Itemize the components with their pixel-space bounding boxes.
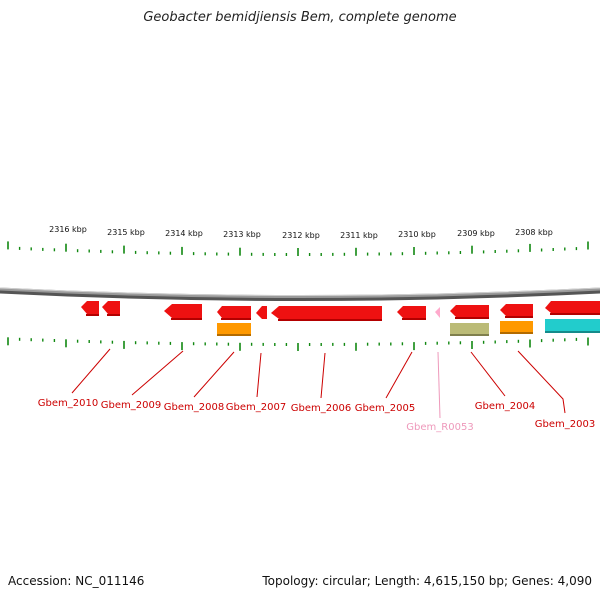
gene-label-gbem-2007[interactable]: Gbem_2007 [226,402,286,413]
leader-gbem-r0053 [437,351,441,419]
leader-gbem-2007 [256,352,262,398]
gene-gbem-2008-arrow[interactable] [217,306,251,320]
tick-label-2309: 2309 kbp [457,229,495,238]
ruler-tick-labels: 2316 kbp 2315 kbp 2314 kbp 2313 kbp 2312… [49,225,553,240]
lower-ruler-ticks [7,337,589,351]
gene-label-gbem-2009[interactable]: Gbem_2009 [101,400,161,411]
tick-label-2315: 2315 kbp [107,228,145,237]
gene-offscreen-right-arrow[interactable] [545,301,600,315]
accession-text: Accession: NC_011146 [8,574,145,588]
tick-label-2316: 2316 kbp [49,225,87,234]
tick-label-2313: 2313 kbp [223,230,261,239]
tick-label-2314: 2314 kbp [165,229,203,238]
gene-gbem-2009-arrow[interactable] [164,304,202,320]
gene-features [81,301,600,336]
gene-gbem-2003-arrow[interactable] [500,304,533,318]
upper-ruler: 2316 kbp 2315 kbp 2314 kbp 2313 kbp 2312… [7,225,600,256]
upper-ruler-baseline [8,247,600,255]
leader-gbem-2009 [131,350,184,396]
leader-gbem-2005 [385,351,413,399]
leader-gbem-2006 [320,352,326,399]
gene-gbem-2004-olive-feature[interactable] [450,323,489,336]
tick-label-2310: 2310 kbp [398,230,436,239]
gene-labels: Gbem_2010 Gbem_2009 Gbem_2008 Gbem_2007 … [38,398,595,433]
gene-gbem-2004-arrow[interactable] [450,305,489,319]
leader-gbem-2003 [517,350,566,414]
backbone-highlight [0,287,600,296]
gene-label-gbem-2003[interactable]: Gbem_2003 [535,419,595,430]
tick-label-2312: 2312 kbp [282,231,320,240]
gene-gbem-2008-orange-feature[interactable] [217,323,251,336]
leader-gbem-2010 [71,348,111,394]
backbone-shadow [0,288,600,301]
tick-label-2308: 2308 kbp [515,228,553,237]
leader-gbem-2004 [470,351,506,397]
tick-label-2311: 2311 kbp [340,231,378,240]
gene-offscreen-right-cyan-feature[interactable] [545,319,600,333]
gene-gbem-2006-arrow[interactable] [271,306,382,321]
gene-gbem-r0053-arrow[interactable] [435,307,440,318]
label-leader-lines [71,348,566,419]
gene-label-gbem-r0053[interactable]: Gbem_R0053 [406,422,473,433]
leader-gbem-2008 [193,351,235,398]
gene-gbem-2003-orange-feature[interactable] [500,321,533,334]
gene-label-gbem-2005[interactable]: Gbem_2005 [355,403,415,414]
upper-ruler-ticks [7,241,589,256]
genome-backbone [0,287,600,301]
genome-title: Geobacter bemidjiensis Bem, complete gen… [143,10,457,25]
gene-label-gbem-2006[interactable]: Gbem_2006 [291,403,351,414]
genome-summary-text: Topology: circular; Length: 4,615,150 bp… [262,574,592,588]
gene-label-gbem-2008[interactable]: Gbem_2008 [164,402,224,413]
gene-gbem-2010-arrow[interactable] [81,301,120,316]
gene-gbem-2005-arrow[interactable] [397,306,426,320]
backbone-line [0,287,600,298]
gene-label-gbem-2004[interactable]: Gbem_2004 [475,401,535,412]
gene-label-gbem-2010[interactable]: Gbem_2010 [38,398,98,409]
gene-gbem-2007-arrow[interactable] [256,306,267,319]
